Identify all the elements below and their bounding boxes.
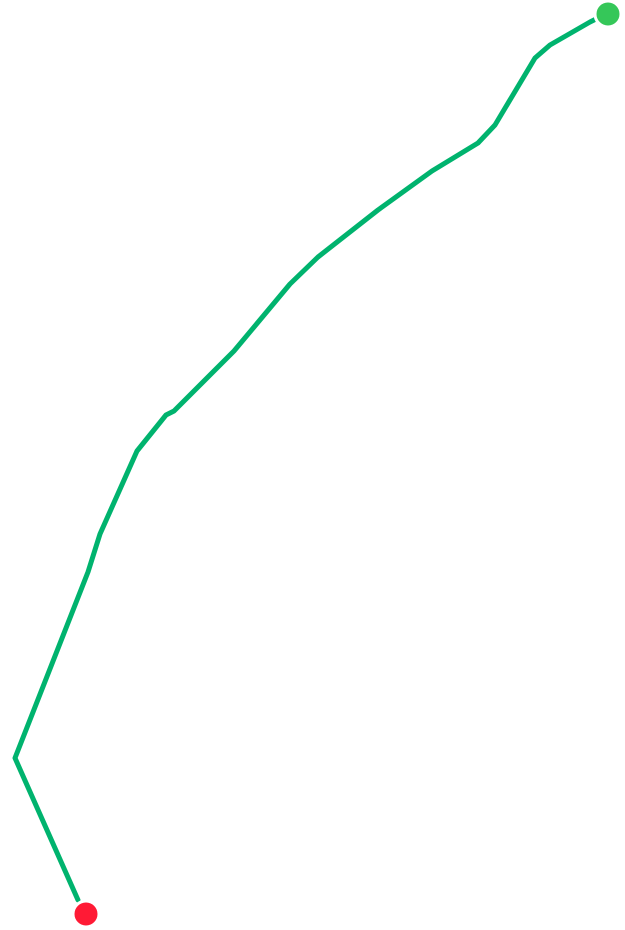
- start-point-icon[interactable]: [71, 899, 101, 929]
- route-line: [12, 16, 599, 903]
- end-point-icon[interactable]: [593, 0, 623, 29]
